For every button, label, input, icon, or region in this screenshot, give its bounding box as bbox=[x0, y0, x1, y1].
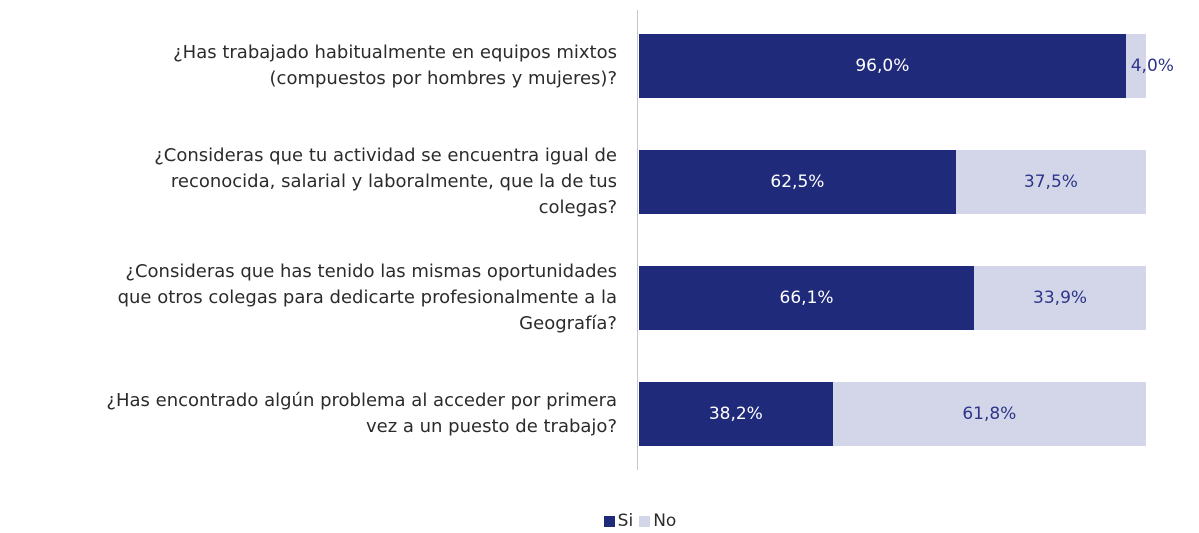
value-label: 33,9% bbox=[1033, 288, 1088, 308]
category-label: ¿Consideras que has tenido las mismas op… bbox=[117, 261, 617, 334]
category-axis bbox=[637, 10, 638, 470]
value-label: 61,8% bbox=[962, 404, 1017, 424]
value-label: 96,0% bbox=[855, 56, 910, 76]
value-label: 66,1% bbox=[779, 288, 834, 308]
legend-swatch bbox=[603, 515, 615, 527]
legend-label: No bbox=[653, 511, 677, 531]
category-label: ¿Has encontrado algún problema al accede… bbox=[106, 390, 617, 437]
value-label: 62,5% bbox=[770, 172, 825, 192]
category-label: ¿Consideras que tu actividad se encuentr… bbox=[154, 145, 617, 218]
bar-segment bbox=[639, 150, 956, 214]
value-label: 37,5% bbox=[1023, 172, 1078, 192]
value-label: 4,0% bbox=[1130, 56, 1174, 76]
bar-segment bbox=[639, 266, 975, 330]
legend: Si No bbox=[0, 511, 1199, 532]
bar-segment bbox=[974, 266, 1146, 330]
bar-segment bbox=[639, 382, 833, 446]
category-label: ¿Has trabajado habitualmente en equipos … bbox=[173, 42, 617, 89]
value-label: 38,2% bbox=[708, 404, 763, 424]
bar-segment bbox=[955, 150, 1146, 214]
bar-segment bbox=[639, 34, 1126, 98]
bar-segment bbox=[1125, 34, 1146, 98]
legend-swatch bbox=[639, 515, 651, 527]
legend-item: No bbox=[639, 511, 676, 531]
legend-label: Si bbox=[617, 511, 634, 531]
legend-item: Si bbox=[603, 511, 634, 531]
bar-segment bbox=[832, 382, 1146, 446]
